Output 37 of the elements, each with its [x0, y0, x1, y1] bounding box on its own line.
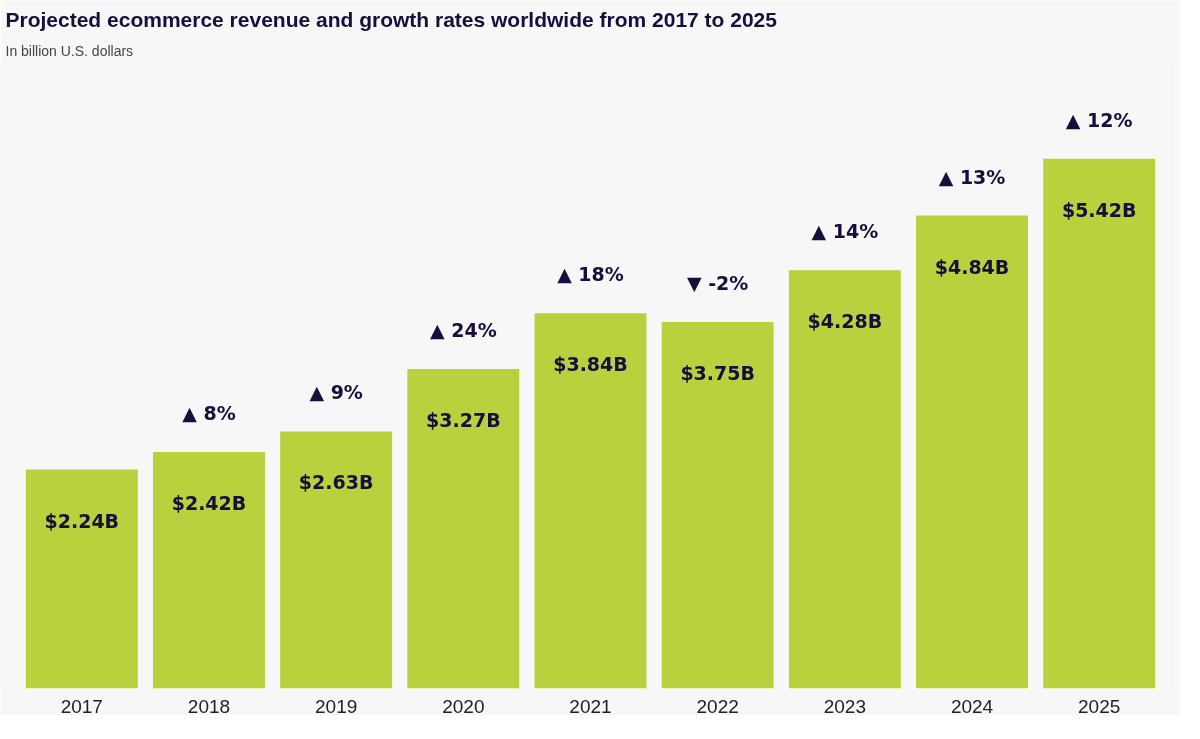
annotation: ▲ 12%: [1065, 108, 1133, 131]
x-tick-label: 2019: [315, 695, 358, 717]
x-tick-label: 2023: [823, 695, 866, 717]
data-label: $5.42B: [1061, 198, 1137, 221]
annotation: ▲ 9%: [309, 381, 363, 404]
data-label: $4.28B: [807, 310, 883, 333]
chart-subtitle: In billion U.S. dollars: [5, 42, 134, 59]
annotation: ▼ -2%: [686, 272, 749, 295]
annotation: ▲ 18%: [557, 263, 624, 286]
x-tick-label: 2017: [60, 695, 103, 717]
chart-title: Projected ecommerce revenue and growth rates worldwide from 2017 to 2025: [5, 7, 778, 31]
x-tick-label: 2018: [187, 695, 231, 717]
annotation: ▲ 13%: [938, 165, 1006, 188]
annotation: ▲ 8%: [182, 402, 236, 425]
annotation: ▲ 14%: [811, 220, 879, 243]
data-label: $3.75B: [680, 362, 755, 385]
bar: [25, 469, 138, 689]
bar: [534, 313, 647, 689]
x-tick-label: 2024: [950, 695, 994, 717]
data-label: $2.24B: [44, 509, 120, 532]
data-label: $3.84B: [553, 353, 628, 376]
bar: [153, 452, 265, 689]
x-tick-label: 2025: [1078, 695, 1121, 717]
bar: [661, 322, 774, 689]
bar: [788, 270, 901, 689]
x-tick-label: 2021: [569, 695, 612, 717]
bar: [407, 368, 520, 689]
bar: [916, 215, 1028, 689]
data-label: $3.27B: [426, 408, 501, 431]
data-label: $4.84B: [934, 255, 1010, 278]
bar: [1043, 158, 1156, 689]
bar: [280, 431, 393, 689]
annotation: ▲ 24%: [429, 318, 497, 341]
x-tick-label: 2022: [696, 695, 739, 717]
data-label: $2.42B: [171, 492, 247, 515]
data-label: $2.63B: [298, 471, 374, 494]
x-tick-label: 2020: [442, 695, 485, 717]
